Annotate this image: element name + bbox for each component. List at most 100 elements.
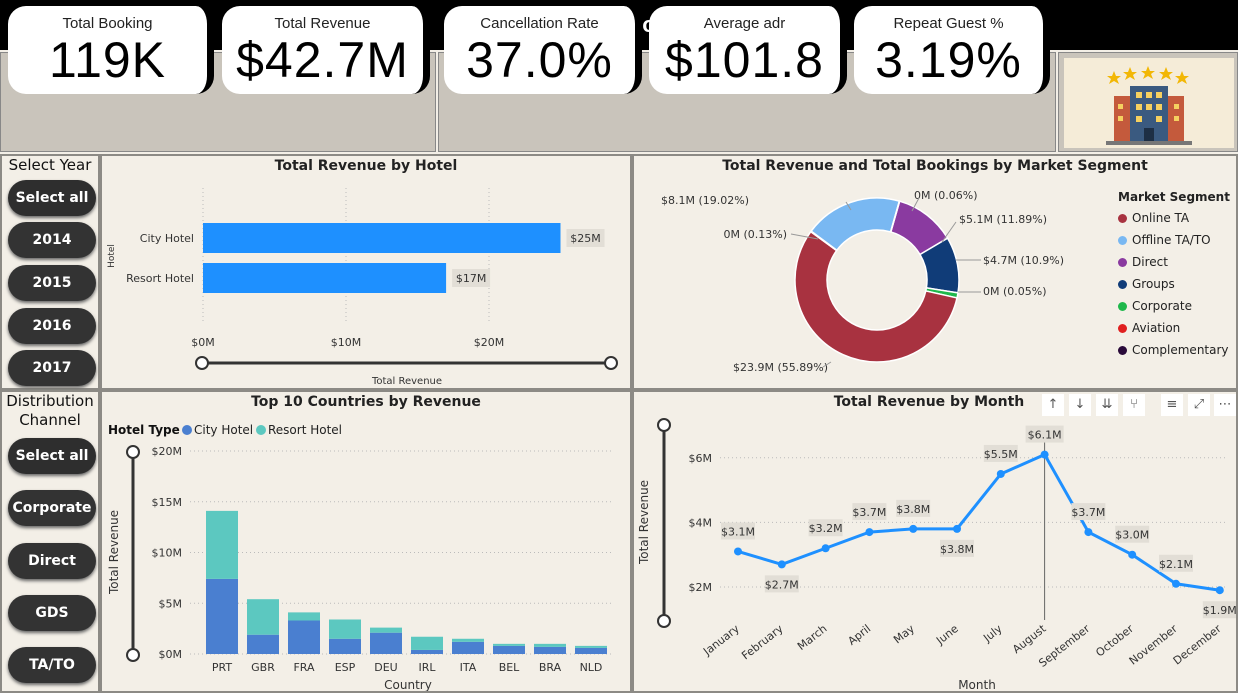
data-label: 0M (0.05%) — [983, 285, 1047, 298]
legend-dot — [1118, 257, 1127, 267]
y-tick-label: $4M — [689, 516, 713, 529]
x-tick-label: $0M — [191, 336, 215, 349]
chart-title: Total Revenue by Month — [833, 394, 1025, 410]
data-label-bg — [452, 269, 491, 287]
x-tick-label: August — [1010, 622, 1049, 656]
leader-line — [822, 361, 832, 368]
data-label: $3.1M — [721, 525, 755, 538]
bar-resort-hotel — [329, 619, 361, 639]
kpi-average-adr: Average adr $101.8 — [649, 6, 847, 94]
range-slider-handle — [126, 445, 140, 459]
channel-option-gds[interactable]: GDS — [8, 595, 96, 631]
legend-item[interactable]: Online TA — [1118, 211, 1238, 225]
legend-dot — [1118, 323, 1127, 333]
legend-item[interactable]: Corporate — [1118, 299, 1238, 313]
legend-item[interactable]: Groups — [1118, 277, 1238, 291]
channel-option-direct[interactable]: Direct — [8, 543, 96, 579]
data-label-bg — [983, 444, 1018, 462]
chart-title: Total Revenue and Total Bookings by Mark… — [722, 158, 1148, 174]
market-segment-panel: Total Revenue and Total Bookings by Mark… — [632, 154, 1238, 390]
y-tick-label: $2M — [689, 581, 713, 594]
x-tick-label: FRA — [293, 661, 315, 674]
legend-label: Offline TA/TO — [1132, 233, 1211, 247]
donut-slice — [794, 230, 958, 363]
channel-option-corporate[interactable]: Corporate — [8, 490, 96, 526]
legend-dot — [1118, 213, 1127, 223]
data-label: $3.8M — [896, 503, 930, 516]
bar-resort-hotel — [288, 612, 320, 621]
x-tick-label: ITA — [460, 661, 477, 674]
x-tick-label: $20M — [474, 336, 505, 349]
expand-down-icon[interactable]: ⇊ — [1096, 394, 1118, 416]
data-point — [865, 528, 874, 537]
range-slider-handle — [657, 614, 671, 628]
channel-option-select-all[interactable]: Select all — [8, 438, 96, 474]
channel-slicer-panel: Distribution Channel Select all Corporat… — [0, 390, 100, 693]
x-tick-label: May — [891, 622, 917, 647]
kpi-value: 119K — [48, 32, 167, 88]
bar-resort-hotel — [370, 627, 402, 633]
year-option-2014[interactable]: 2014 — [8, 222, 96, 258]
range-slider-handle — [126, 648, 140, 662]
kpi-repeat-guest: Repeat Guest % 3.19% — [854, 6, 1050, 94]
kpi-label: Cancellation Rate — [480, 15, 599, 32]
data-label-bg — [1025, 425, 1064, 443]
leader-line — [941, 221, 957, 243]
x-tick-label: ESP — [335, 661, 356, 674]
filter-icon[interactable]: ≡ — [1161, 394, 1183, 416]
range-slider-handle — [195, 356, 209, 370]
data-label: $2.7M — [765, 578, 799, 591]
sort-up-icon[interactable]: ↑ — [1042, 394, 1064, 416]
bar — [203, 223, 561, 253]
chart-title: Total Revenue by Hotel — [274, 158, 458, 174]
x-tick-label: December — [1171, 622, 1224, 668]
year-slicer-title: Select Year — [8, 156, 92, 174]
data-label: $5.5M — [984, 448, 1018, 461]
kpi-value: 37.0% — [466, 32, 613, 88]
bar-resort-hotel — [247, 599, 279, 635]
year-option-select-all[interactable]: Select all — [8, 180, 96, 216]
more-options-icon[interactable]: ⋯ — [1214, 394, 1236, 416]
x-tick-label: April — [845, 622, 873, 648]
data-label: $6.1M — [1028, 429, 1062, 442]
y-tick-label: $6M — [689, 452, 713, 465]
x-axis-label: Country — [384, 678, 432, 691]
data-label-bg — [940, 539, 974, 557]
sort-down-icon[interactable]: ↓ — [1069, 394, 1091, 416]
legend-item[interactable]: Offline TA/TO — [1118, 233, 1238, 247]
x-tick-label: June — [933, 622, 961, 648]
data-label: $17M — [456, 272, 487, 285]
channel-option-ta-to[interactable]: TA/TO — [8, 647, 96, 683]
data-label-bg — [721, 522, 755, 540]
bar-city-hotel — [575, 647, 607, 654]
data-label: $5.1M (11.89%) — [959, 213, 1047, 226]
channel-slicer-title: Distribution Channel — [6, 392, 94, 429]
data-label: 0M (0.06%) — [914, 189, 978, 202]
data-label: $3.7M — [1071, 506, 1105, 519]
legend-item[interactable]: Complementary — [1118, 343, 1238, 357]
data-label: $3.0M — [1115, 529, 1149, 542]
legend-title: Hotel Type — [108, 423, 180, 437]
x-tick-label: GBR — [251, 661, 275, 674]
year-option-2017[interactable]: 2017 — [8, 350, 96, 386]
data-label-bg — [1202, 601, 1236, 619]
legend-dot — [1118, 235, 1127, 245]
bar-city-hotel — [288, 620, 320, 654]
year-slicer-panel: Select Year Select all 2014 2015 2016 20… — [0, 154, 100, 390]
bar-city-hotel — [370, 632, 402, 654]
top-countries-panel: Top 10 Countries by Revenue $0M $5M $10M $1… — [100, 390, 632, 693]
drill-icon[interactable]: ⑂ — [1123, 394, 1145, 416]
data-label-bg — [566, 229, 605, 247]
legend-item[interactable]: Aviation — [1118, 321, 1238, 335]
focus-mode-icon[interactable]: ⤢ — [1188, 394, 1210, 416]
data-point — [777, 560, 786, 569]
x-axis-label: Month — [958, 678, 996, 691]
revenue-by-month-chart: $2M $4M $6M $3.1M January $2.7M February $3.2M M… — [637, 418, 1236, 691]
kpi-total-revenue: Total Revenue $42.7M — [222, 6, 430, 94]
leader-line — [911, 197, 920, 212]
year-option-2015[interactable]: 2015 — [8, 265, 96, 301]
bar — [203, 263, 447, 293]
year-option-2016[interactable]: 2016 — [8, 308, 96, 344]
legend-item[interactable]: Direct — [1118, 255, 1238, 269]
revenue-by-hotel-chart: $0M $10M $20M City Hotel $25M Resort Hotel $17… — [107, 188, 618, 387]
